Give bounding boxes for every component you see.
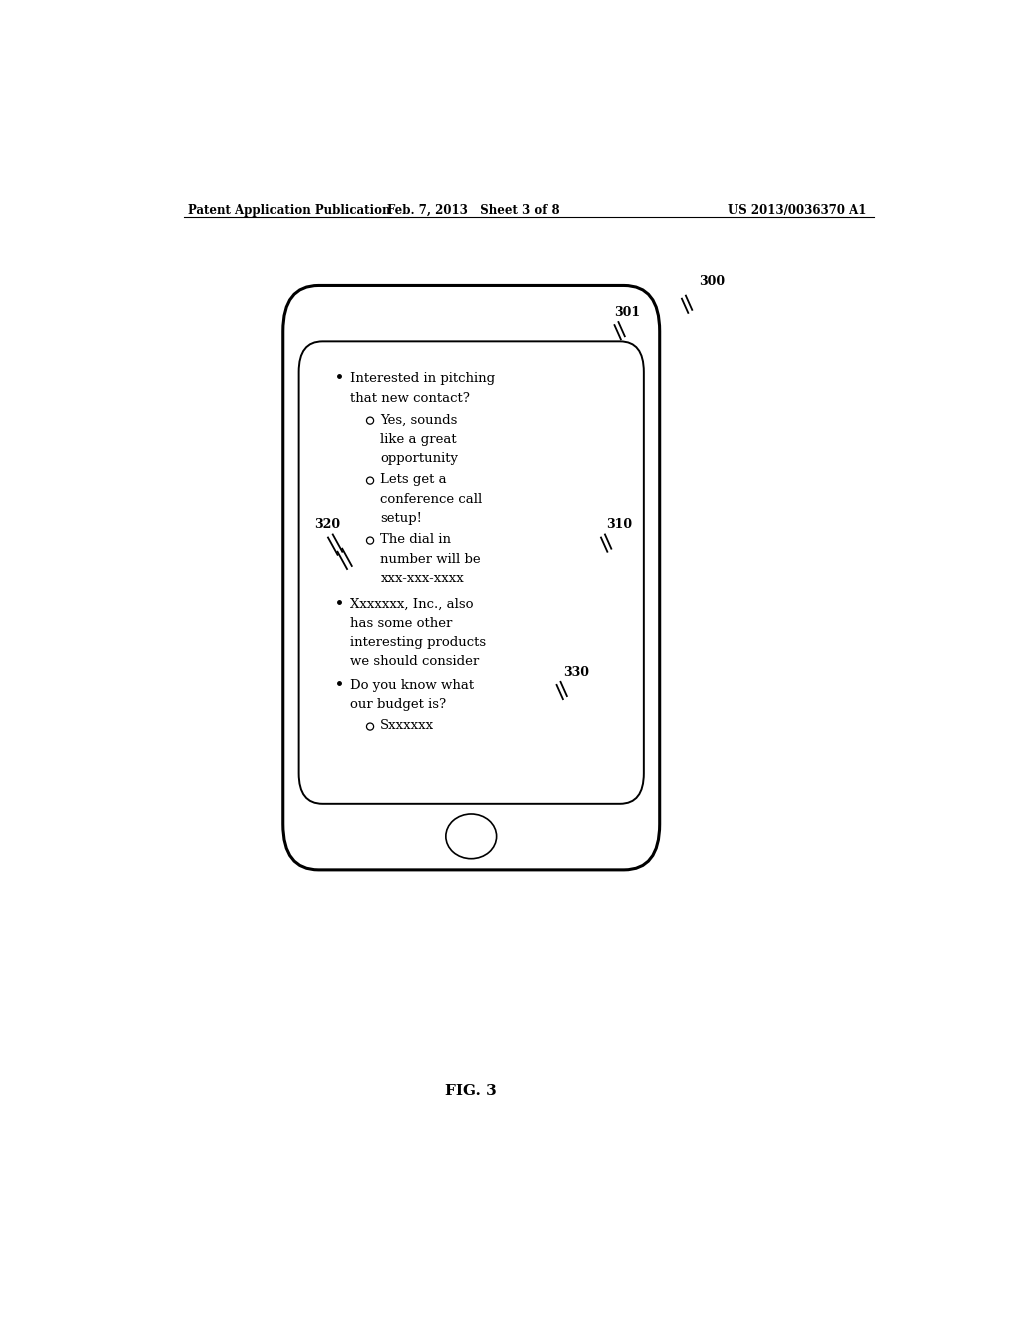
Text: FIG. 3: FIG. 3	[445, 1085, 497, 1098]
Text: has some other: has some other	[350, 616, 453, 630]
Text: Patent Application Publication: Patent Application Publication	[187, 205, 390, 216]
Text: Do you know what: Do you know what	[350, 678, 474, 692]
Text: Xxxxxxx, Inc., also: Xxxxxxx, Inc., also	[350, 598, 474, 610]
Text: setup!: setup!	[380, 512, 422, 525]
Text: Interested in pitching: Interested in pitching	[350, 372, 496, 385]
Text: US 2013/0036370 A1: US 2013/0036370 A1	[728, 205, 866, 216]
Text: 301: 301	[614, 306, 641, 319]
Text: our budget is?: our budget is?	[350, 698, 446, 711]
Text: we should consider: we should consider	[350, 656, 479, 668]
Text: Sxxxxxx: Sxxxxxx	[380, 719, 434, 733]
Text: interesting products: interesting products	[350, 636, 486, 649]
Text: Yes, sounds: Yes, sounds	[380, 413, 458, 426]
Text: opportunity: opportunity	[380, 453, 459, 465]
Text: 310: 310	[606, 519, 633, 532]
Text: 320: 320	[314, 519, 341, 532]
Ellipse shape	[445, 814, 497, 859]
Text: 330: 330	[563, 665, 589, 678]
Text: The dial in: The dial in	[380, 533, 452, 546]
Text: 300: 300	[699, 276, 726, 289]
FancyBboxPatch shape	[299, 342, 644, 804]
FancyBboxPatch shape	[283, 285, 659, 870]
Text: xxx-xxx-xxxx: xxx-xxx-xxxx	[380, 572, 464, 585]
Text: that new contact?: that new contact?	[350, 392, 470, 405]
Text: Feb. 7, 2013   Sheet 3 of 8: Feb. 7, 2013 Sheet 3 of 8	[387, 205, 559, 216]
Text: Lets get a: Lets get a	[380, 474, 447, 487]
Text: number will be: number will be	[380, 553, 481, 566]
Text: conference call: conference call	[380, 492, 482, 506]
Text: like a great: like a great	[380, 433, 457, 446]
